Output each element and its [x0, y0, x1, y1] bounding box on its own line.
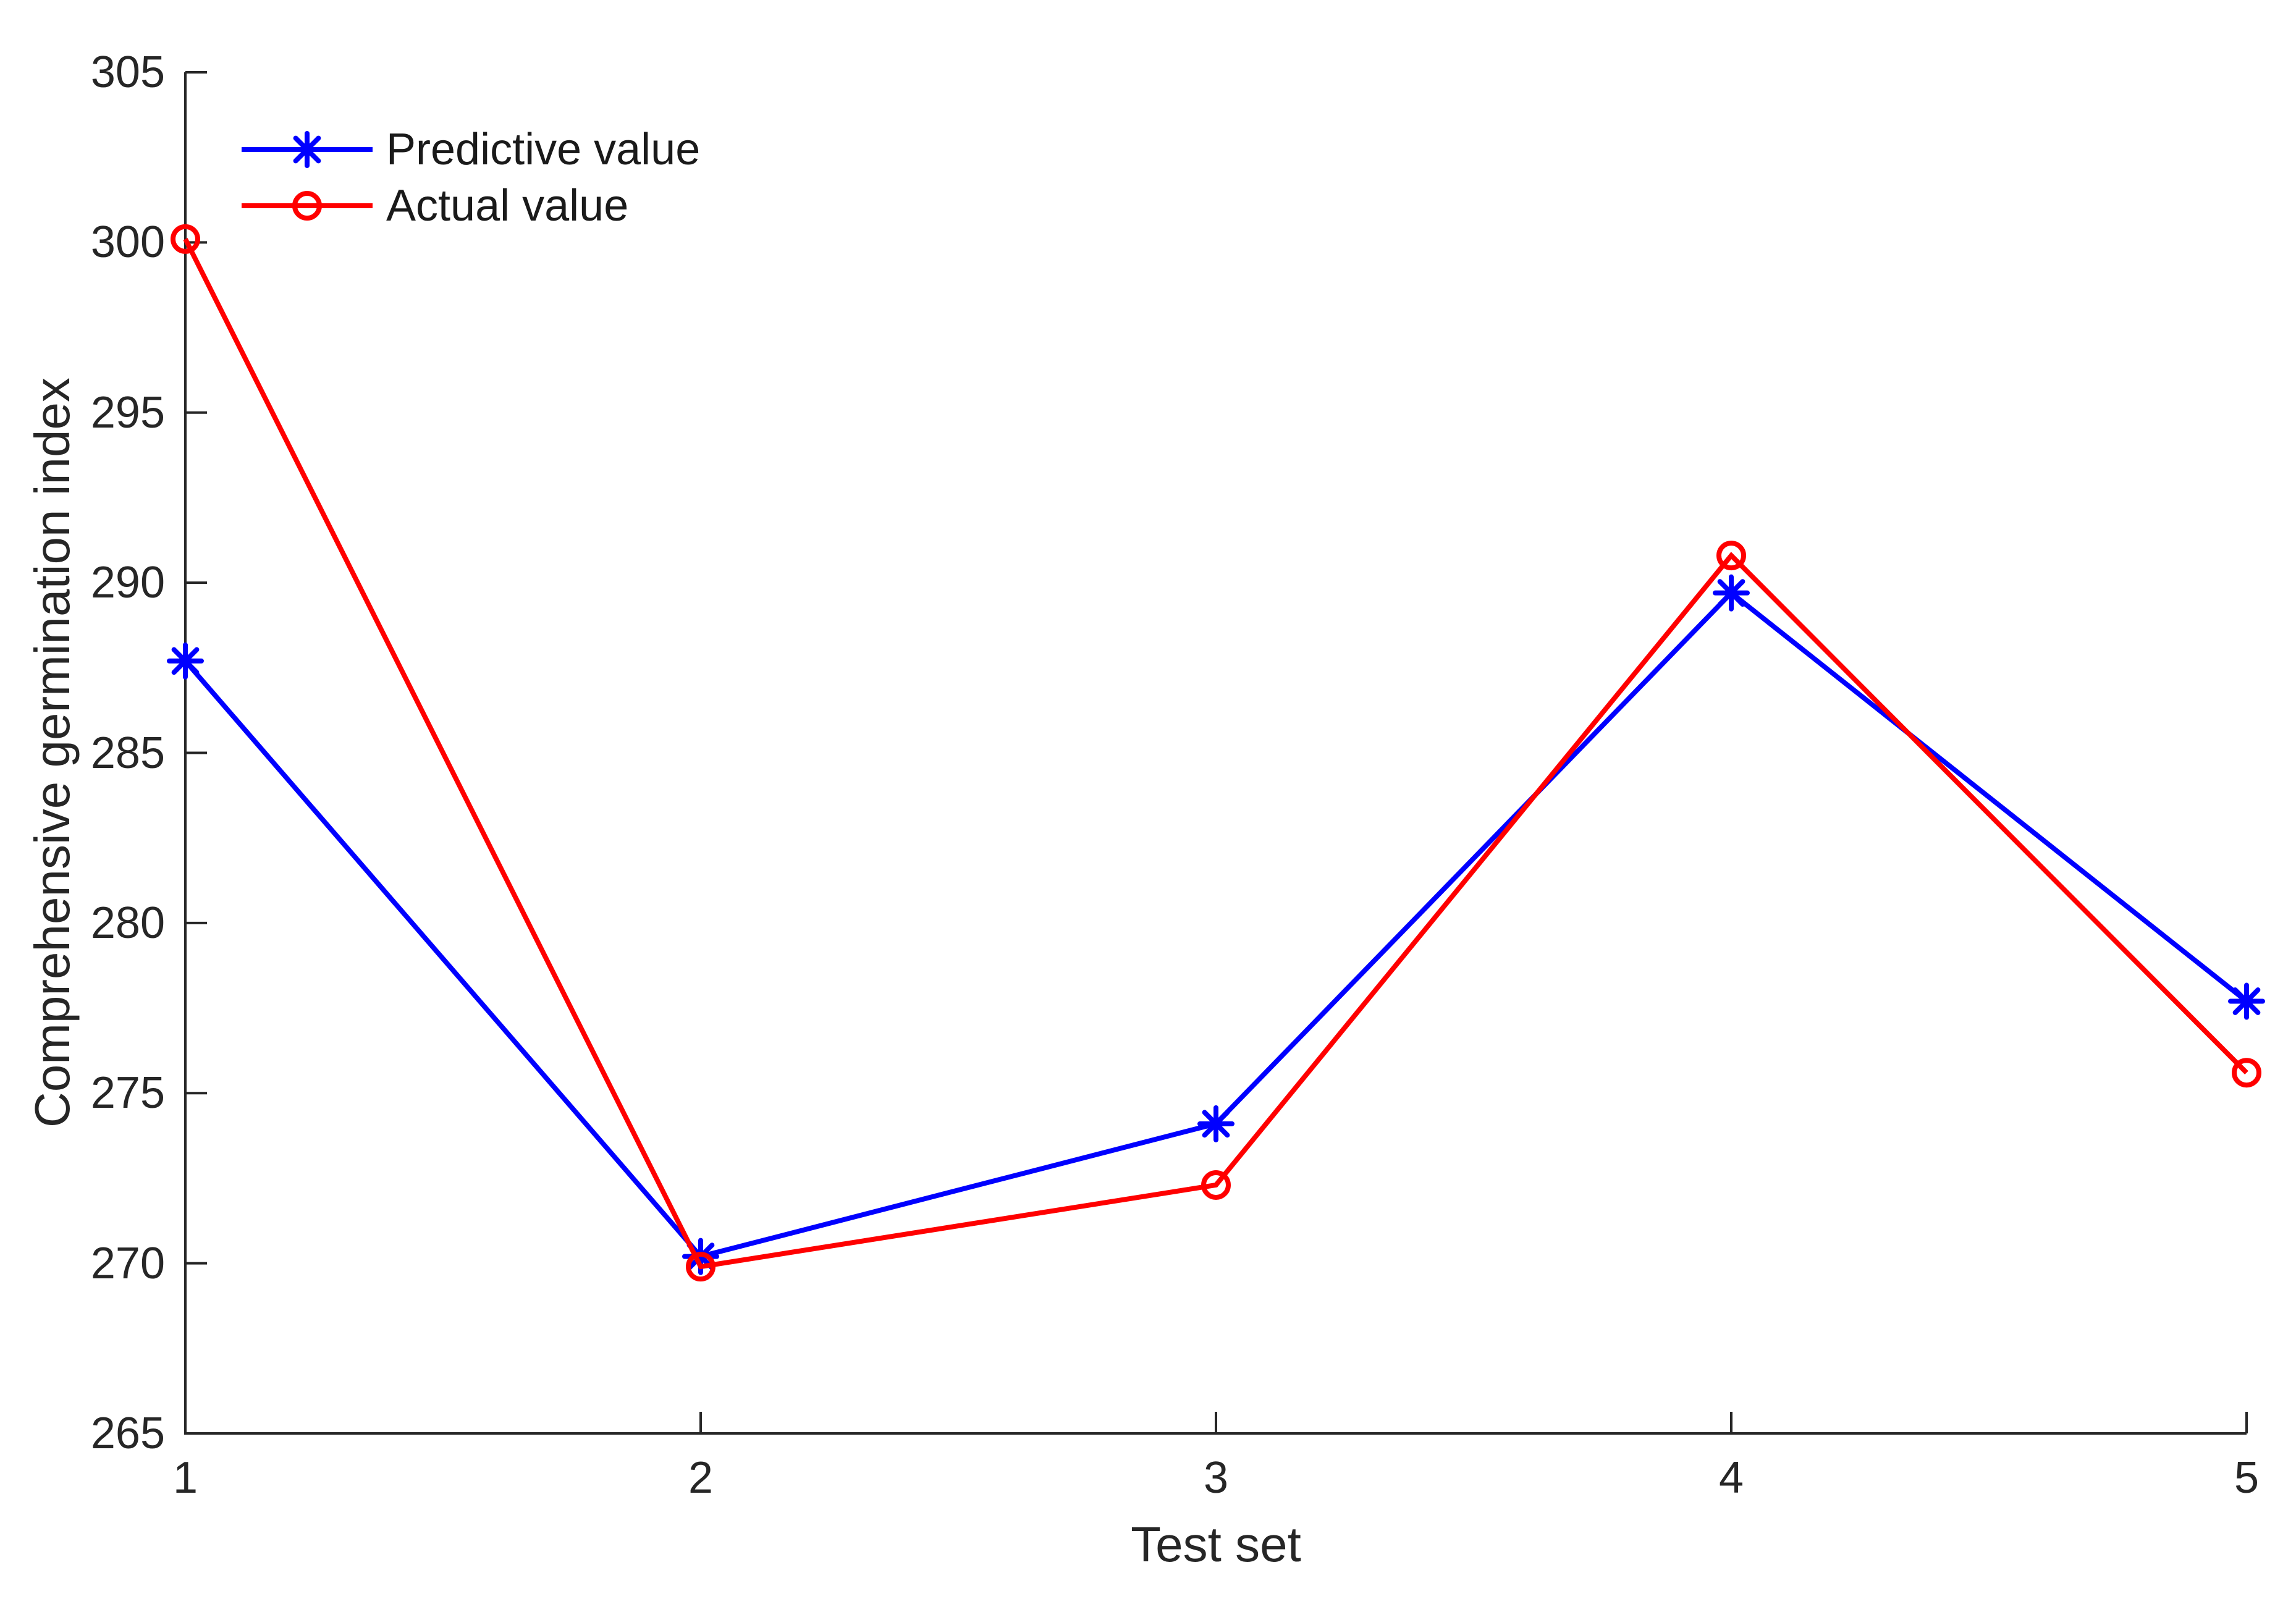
axes: [184, 71, 2248, 1435]
x-tick-label: 4: [1718, 1453, 1744, 1503]
axis-spines: [184, 72, 2247, 1435]
y-tick-label: 295: [90, 387, 165, 437]
series-actual-value: [171, 224, 2261, 1282]
circle-marker: [686, 1252, 715, 1282]
legend-entry-actual-value: Actual value: [242, 175, 628, 237]
circle-marker: [171, 224, 200, 254]
x-axis-title: Test set: [1131, 1517, 1301, 1572]
y-tick-label: 285: [90, 728, 165, 778]
y-tick-label: 280: [90, 898, 165, 948]
x-tick-label: 5: [2234, 1453, 2260, 1503]
circle-marker: [1201, 1170, 1231, 1200]
circle-marker: [2232, 1058, 2261, 1088]
series-line: [183, 589, 2248, 1260]
legend-swatch-circle: [242, 191, 373, 221]
asterisk-marker: [2228, 982, 2265, 1020]
asterisk-marker: [167, 642, 204, 680]
asterisk-marker: [1713, 574, 1750, 612]
x-tick-label: 3: [1203, 1453, 1229, 1503]
legend-entry-predictive-value: Predictive value: [242, 119, 700, 180]
asterisk-marker: [1197, 1105, 1235, 1142]
circle-marker: [292, 191, 322, 221]
legend-swatch-asterisk: [242, 131, 373, 168]
asterisk-marker: [289, 131, 326, 168]
series-predictive-value: [167, 574, 2265, 1275]
legend-label: Actual value: [386, 181, 629, 230]
y-tick-label: 265: [90, 1409, 165, 1458]
y-tick-label: 290: [90, 558, 165, 608]
x-tick-label: 1: [172, 1453, 198, 1503]
y-tick-label: 305: [90, 48, 165, 97]
legend-label: Predictive value: [386, 125, 701, 174]
series-line: [183, 238, 2248, 1270]
y-tick-label: 275: [90, 1068, 165, 1118]
y-tick-label: 300: [90, 217, 165, 268]
x-tick-label: 2: [688, 1453, 714, 1503]
circle-marker: [1716, 541, 1746, 571]
y-tick-label: 270: [90, 1238, 165, 1288]
